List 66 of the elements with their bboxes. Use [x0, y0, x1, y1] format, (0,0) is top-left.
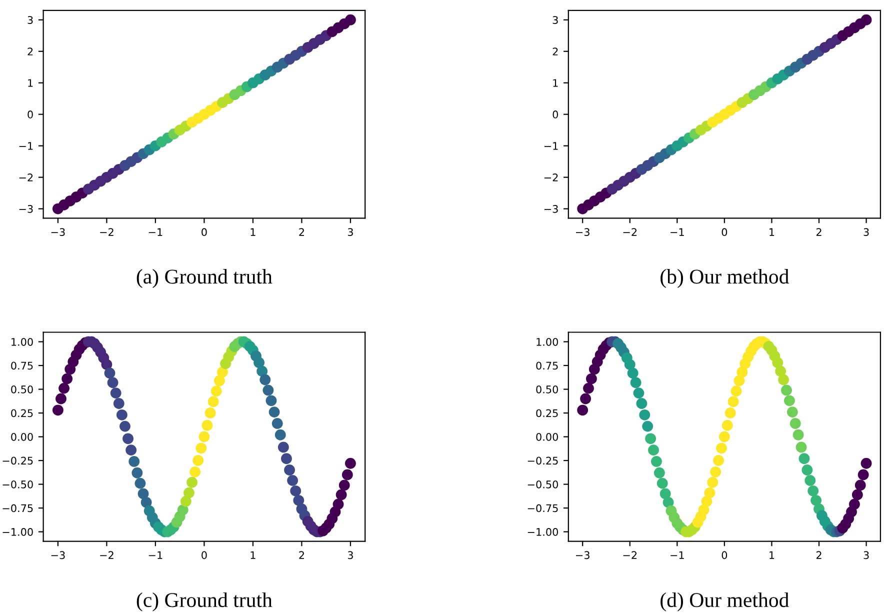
- y-tick-label: −0.25: [2, 456, 33, 465]
- x-tick-label: −2: [623, 551, 637, 559]
- x-tick-label: 1: [250, 228, 256, 236]
- y-tick-label: −1.00: [528, 528, 558, 536]
- y-tick-label: 0.50: [11, 385, 33, 394]
- x-tick-label: −3: [576, 551, 590, 560]
- x-tick-label: 3: [864, 551, 869, 560]
- y-tick-label: 3: [552, 16, 558, 24]
- y-tick-label: −0.75: [528, 504, 558, 512]
- x-tick-label: −2: [100, 551, 114, 559]
- text: (b) Our method: [660, 269, 789, 288]
- text: (d) Our method: [660, 592, 789, 612]
- y-tick-label: 0: [28, 110, 33, 118]
- x-tick-label: −1: [670, 228, 684, 236]
- y-tick-label: −2: [544, 174, 558, 182]
- x-tick-label: 0: [202, 228, 207, 236]
- x-tick-label: −1: [148, 551, 162, 559]
- x-tick-label: 0: [722, 551, 728, 560]
- x-tick-label: 2: [299, 551, 304, 559]
- x-tick-label: 3: [864, 228, 869, 236]
- x-tick-label: −1: [148, 228, 162, 236]
- y-tick-label: 2: [28, 48, 33, 56]
- x-tick-label: 2: [299, 228, 304, 236]
- x-tick-label: 1: [250, 551, 256, 559]
- x-tick-label: 2: [816, 228, 822, 236]
- x-tick-label: −2: [623, 228, 637, 236]
- x-tick-label: 3: [348, 551, 353, 560]
- y-tick-label: 0.75: [536, 362, 558, 370]
- x-tick-label: −2: [100, 228, 114, 236]
- x-tick-label: −1: [670, 551, 684, 559]
- x-tick-label: 0: [202, 551, 207, 560]
- y-tick-label: −0.50: [528, 480, 558, 488]
- y-tick-label: −1: [19, 142, 33, 150]
- y-tick-label: 3: [28, 16, 33, 24]
- point: [344, 14, 356, 26]
- y-tick-label: 0.25: [536, 409, 558, 418]
- x-tick-label: −3: [51, 551, 65, 560]
- point: [860, 14, 872, 26]
- y-tick-label: −1: [544, 142, 558, 150]
- y-tick-label: 0.50: [536, 385, 558, 394]
- y-tick-label: 0.00: [11, 432, 33, 441]
- y-tick-label: 1.00: [12, 338, 33, 346]
- text: (c) Ground truth: [136, 592, 272, 612]
- x-tick-label: 3: [348, 228, 353, 236]
- y-tick-label: 1.00: [536, 338, 558, 346]
- y-tick-label: −0.75: [2, 504, 33, 512]
- y-tick-label: −2: [19, 174, 33, 182]
- y-tick-label: 0: [552, 110, 558, 118]
- y-tick-label: −1.00: [2, 528, 33, 536]
- y-tick-label: 0.75: [11, 362, 33, 370]
- y-tick-label: −0.25: [528, 456, 558, 465]
- text: (a) Ground truth: [136, 269, 272, 288]
- x-tick-label: 1: [770, 228, 774, 236]
- x-tick-label: 2: [816, 551, 822, 559]
- y-tick-label: −0.50: [2, 480, 33, 488]
- x-tick-label: 1: [770, 551, 774, 559]
- y-tick-label: 0.00: [536, 432, 558, 441]
- y-tick-label: 2: [552, 48, 558, 56]
- y-tick-label: −3: [19, 205, 33, 213]
- x-tick-label: −3: [576, 228, 590, 236]
- y-tick-label: −3: [544, 205, 558, 213]
- y-tick-label: 1: [553, 79, 558, 87]
- x-tick-label: −3: [51, 228, 65, 236]
- y-tick-label: 0.25: [11, 409, 33, 418]
- x-tick-label: 0: [722, 228, 728, 236]
- y-tick-label: 1: [28, 79, 33, 87]
